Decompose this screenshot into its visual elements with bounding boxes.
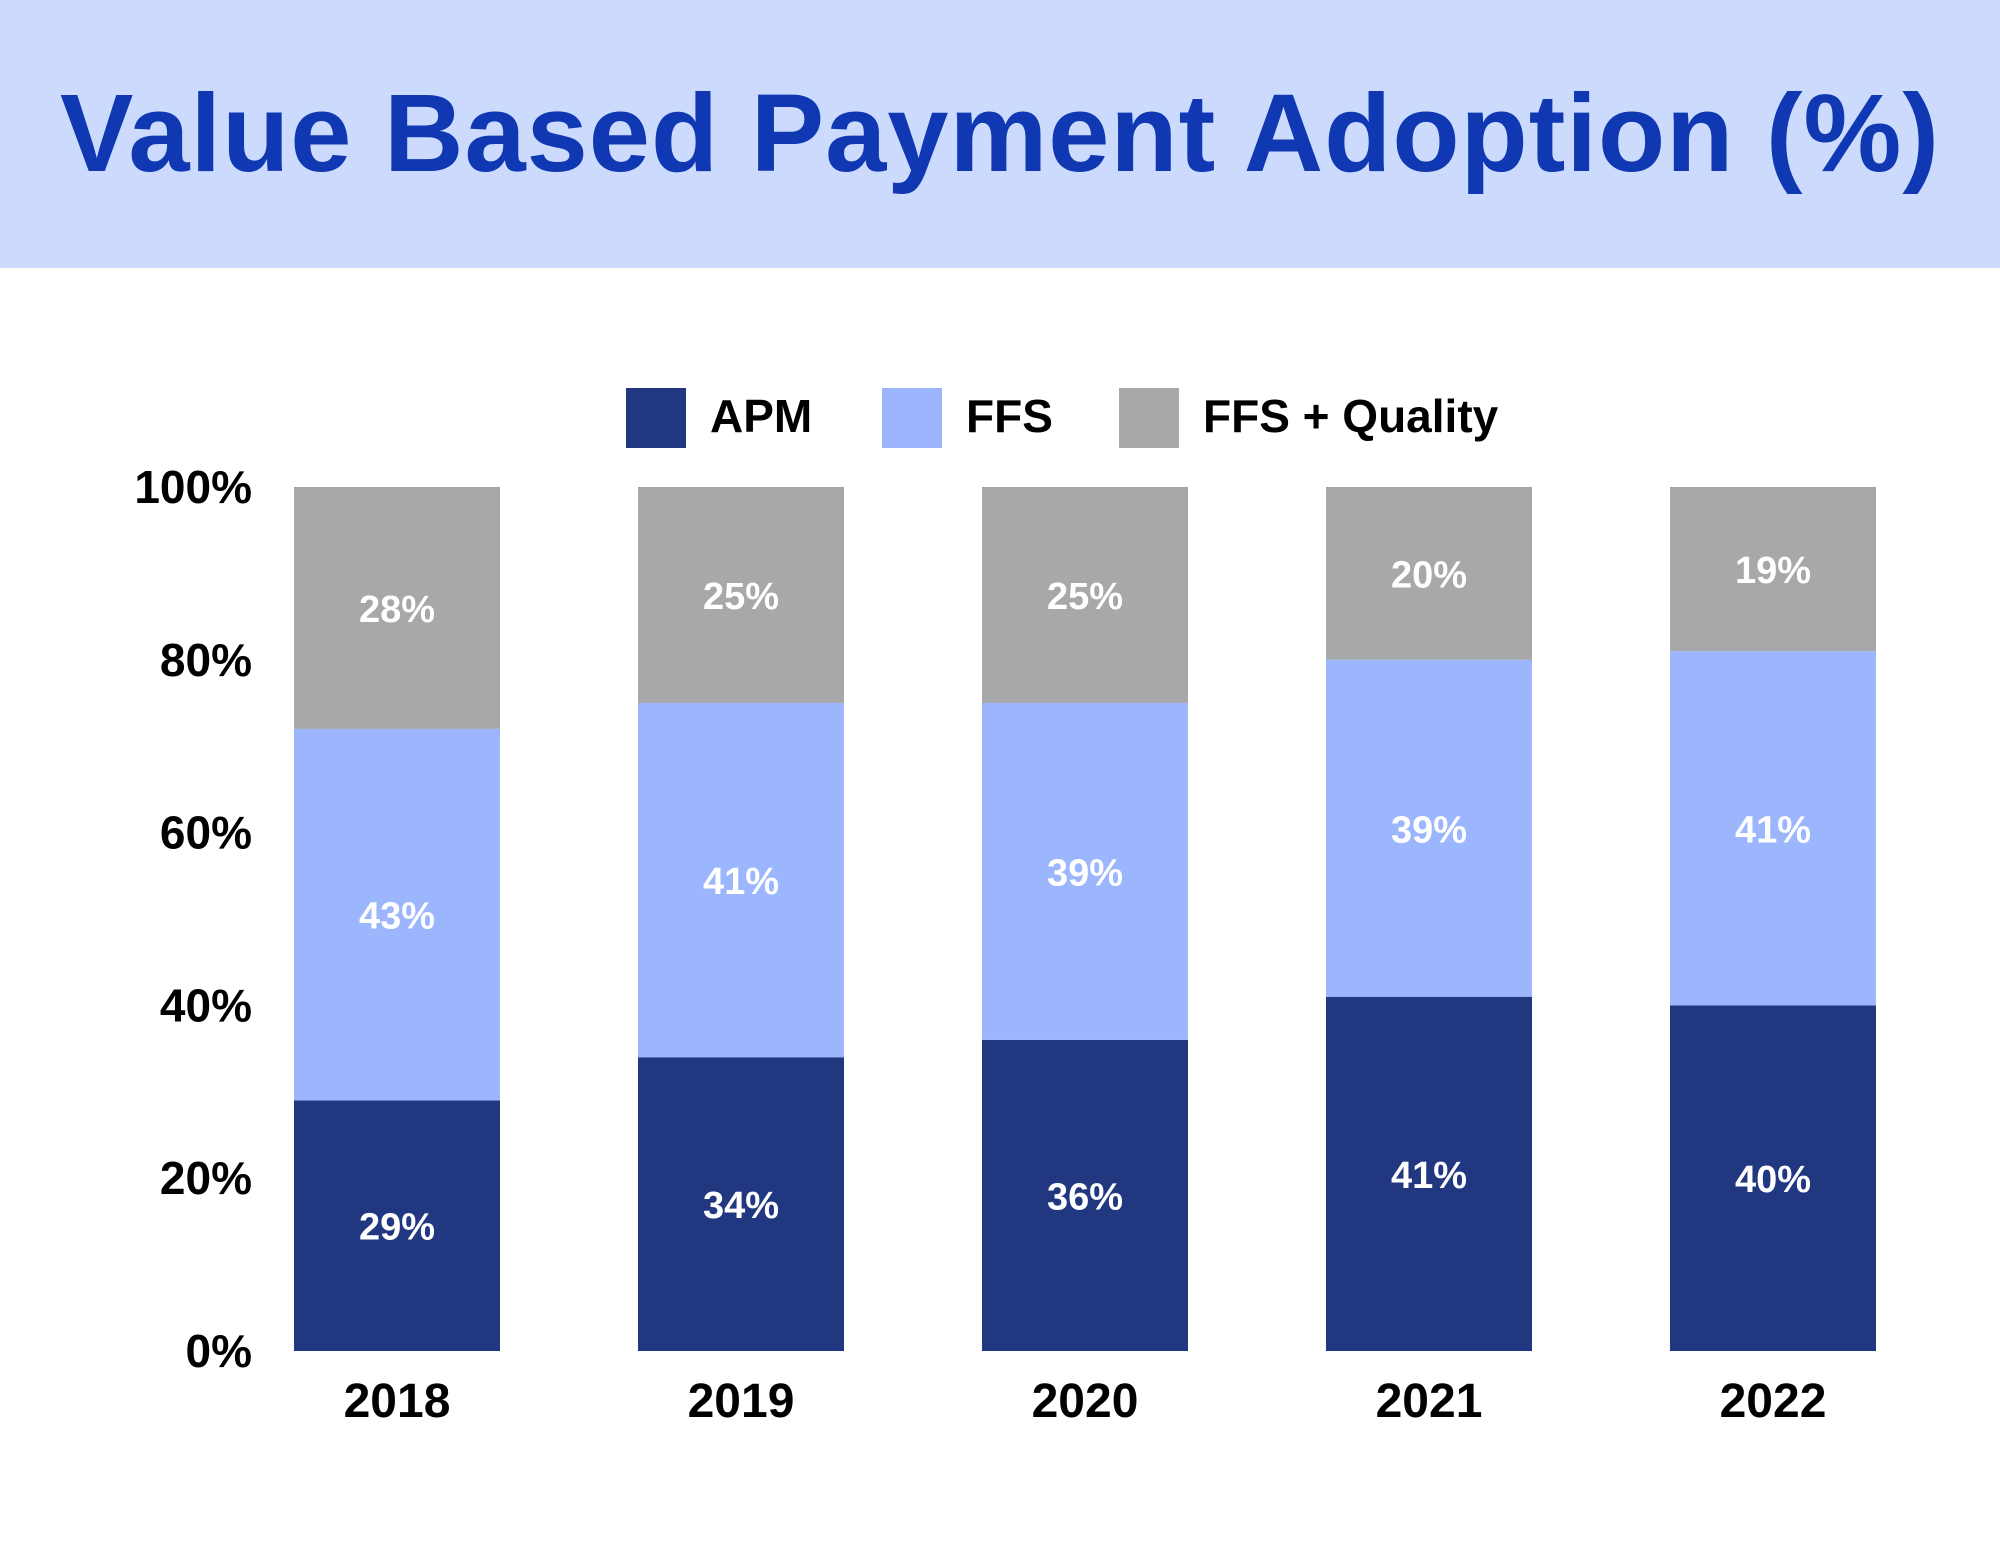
bar-apm-2019 <box>638 1057 844 1351</box>
x-tick-label: 2019 <box>688 1375 795 1428</box>
bar-stack-2021: 41% 39% 20% <box>1326 487 1532 1351</box>
data-label-ffs-quality-2018: 28% <box>359 589 435 631</box>
x-tick-label: 2022 <box>1720 1375 1827 1428</box>
bar-ffs-2021 <box>1326 659 1532 997</box>
bar-ffs-2022 <box>1670 651 1876 1006</box>
data-label-ffs-2020: 39% <box>1047 852 1123 894</box>
legend-swatch-ffs-quality <box>1119 388 1179 448</box>
data-label-ffs-quality-2020: 25% <box>1047 576 1123 618</box>
bar-ffs-2019 <box>638 703 844 1058</box>
legend-item-ffs-quality: FFS + Quality <box>1119 388 1499 448</box>
bar-ffs-2018 <box>294 728 500 1101</box>
chart-legend: APM FFS FFS + Quality <box>626 388 1499 448</box>
data-label-apm-2022: 40% <box>1735 1159 1811 1201</box>
bar-apm-2020 <box>982 1039 1188 1351</box>
stacked-bar-chart: APM FFS FFS + Quality 0% 20% 40% 60% 80% 100% 2… <box>134 388 1876 1428</box>
title-banner: Value Based Payment Adoption (%) <box>0 0 2000 268</box>
bar-stack-2019: 34% 41% 25% <box>638 487 844 1351</box>
legend-label: APM <box>710 390 812 442</box>
y-tick-label: 60% <box>160 807 252 859</box>
data-label-apm-2018: 29% <box>359 1207 435 1249</box>
legend-item-ffs: FFS <box>882 388 1053 448</box>
bar-apm-2018 <box>294 1100 500 1351</box>
y-tick-label: 80% <box>160 634 252 686</box>
bar-ffs-quality-2022 <box>1670 487 1876 652</box>
bar-stacks: 29%43%28%34%41%25%36%39%25%41%39%20%40%4… <box>294 487 1876 1351</box>
y-tick-label: 20% <box>160 1152 252 1204</box>
data-label-ffs-2022: 41% <box>1735 809 1811 851</box>
legend-label: FFS + Quality <box>1203 390 1499 442</box>
legend-swatch-ffs <box>882 388 942 448</box>
bar-stack-2020: 36% 39% 25% <box>982 487 1188 1351</box>
bar-ffs-quality-2021 <box>1326 487 1532 660</box>
bar-stack-2018: 29% 43% 28% <box>294 487 500 1351</box>
y-tick-label: 100% <box>134 461 252 513</box>
bar-apm-2022 <box>1670 1005 1876 1351</box>
data-label-ffs-quality-2019: 25% <box>703 576 779 618</box>
legend-swatch-apm <box>626 388 686 448</box>
data-label-ffs-quality-2021: 20% <box>1391 554 1467 596</box>
bar-stack-2022: 40% 41% 19% <box>1670 487 1876 1351</box>
legend-item-apm: APM <box>626 388 812 448</box>
chart-title: Value Based Payment Adoption (%) <box>60 72 1940 195</box>
legend-label: FFS <box>966 390 1053 442</box>
data-label-ffs-quality-2022: 19% <box>1735 550 1811 592</box>
x-axis: 2018 2019 2020 2021 2022 <box>344 1375 1827 1428</box>
data-label-ffs-2018: 43% <box>359 896 435 938</box>
bar-ffs-quality-2019 <box>638 487 844 703</box>
y-tick-label: 40% <box>160 979 252 1031</box>
x-tick-label: 2018 <box>344 1375 451 1428</box>
data-label-apm-2020: 36% <box>1047 1176 1123 1218</box>
y-tick-label: 0% <box>186 1325 252 1377</box>
bar-ffs-2020 <box>982 703 1188 1040</box>
y-axis: 0% 20% 40% 60% 80% 100% <box>134 461 252 1377</box>
bar-ffs-quality-2018 <box>294 487 500 729</box>
data-label-apm-2021: 41% <box>1391 1155 1467 1197</box>
bar-ffs-quality-2020 <box>982 487 1188 703</box>
bar-apm-2021 <box>1326 996 1532 1351</box>
x-tick-label: 2020 <box>1032 1375 1139 1428</box>
data-label-apm-2019: 34% <box>703 1185 779 1227</box>
data-label-ffs-2019: 41% <box>703 861 779 903</box>
x-tick-label: 2021 <box>1376 1375 1483 1428</box>
data-label-ffs-2021: 39% <box>1391 809 1467 851</box>
